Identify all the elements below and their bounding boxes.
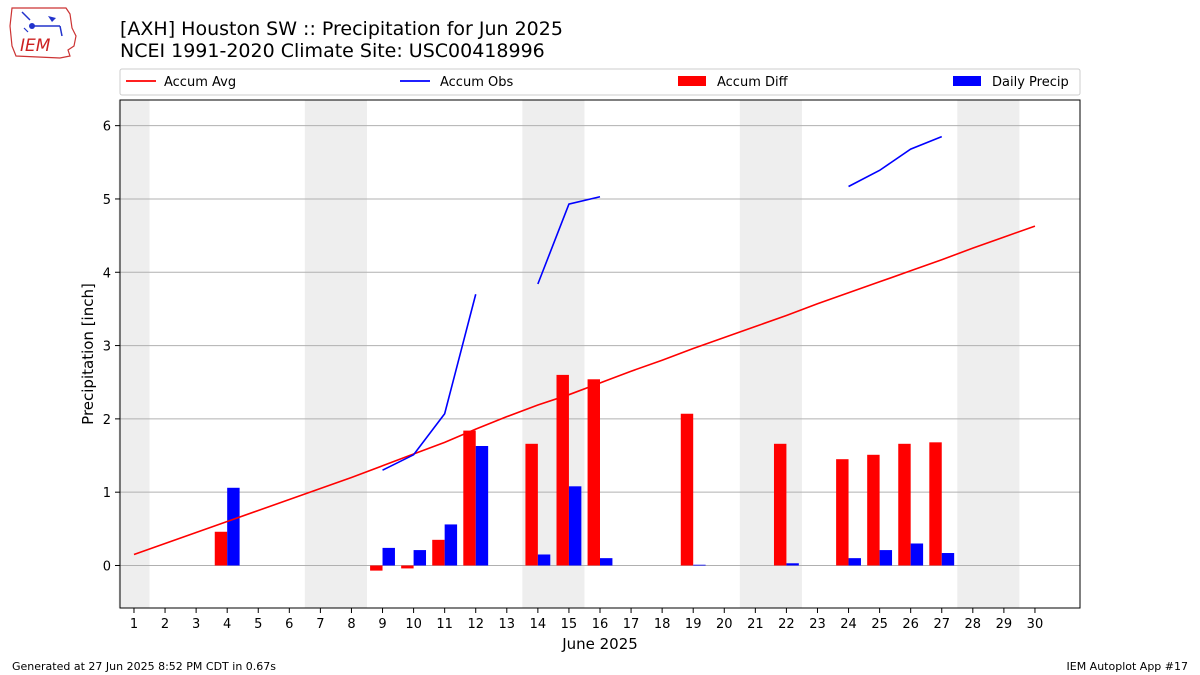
bar-accum-diff-day-24 [836, 459, 849, 566]
weekend-bands [118, 100, 1020, 608]
bar-accum-diff-day-27 [929, 442, 942, 566]
legend-item-daily-precip: Daily Precip [953, 75, 1069, 90]
x-tick-label-11: 11 [436, 617, 453, 632]
x-tick-label-28: 28 [965, 617, 982, 632]
bar-accum-diff-day-9 [370, 565, 383, 571]
x-tick-label-21: 21 [747, 617, 764, 632]
bar-daily-precip-day-4 [227, 487, 240, 566]
x-tick-label-25: 25 [871, 617, 888, 632]
x-tick-label-23: 23 [809, 617, 826, 632]
x-tick-label-8: 8 [347, 617, 355, 632]
bar-series [214, 374, 955, 571]
x-tick-label-16: 16 [592, 617, 609, 632]
bar-accum-diff-day-10 [401, 565, 414, 569]
y-tick-label-6: 6 [103, 120, 111, 135]
bar-accum-diff-day-16 [587, 379, 600, 566]
x-tick-label-4: 4 [223, 617, 231, 632]
line-series [133, 135, 1036, 556]
legend-item-accum-obs: Accum Obs [400, 75, 513, 90]
y-tick-label-1: 1 [103, 486, 111, 501]
bar-accum-diff-day-12 [463, 430, 476, 566]
x-tick-label-9: 9 [378, 617, 386, 632]
generated-timestamp: Generated at 27 Jun 2025 8:52 PM CDT in … [12, 660, 277, 673]
x-axis-ticks: 1 2 3 4 5 6 7 8 9 10 11 12 13 14 15 16 17 18 19 20 21 22 23 24 2… [130, 608, 1043, 632]
x-tick-label-24: 24 [840, 617, 857, 632]
x-tick-label-5: 5 [254, 617, 262, 632]
line-accum-obs-segment-2 [848, 135, 943, 188]
x-axis-label: June 2025 [561, 635, 638, 653]
x-tick-label-7: 7 [316, 617, 324, 632]
y-axis-label: Precipitation [inch] [79, 283, 97, 425]
legend-swatch-accum-diff [678, 76, 706, 86]
y-tick-label-0: 0 [103, 559, 111, 574]
bar-daily-precip-day-24 [848, 558, 861, 566]
bar-accum-diff-day-19 [680, 413, 694, 566]
bar-daily-precip-day-11 [444, 524, 458, 566]
bar-daily-precip-day-15 [568, 486, 582, 566]
x-tick-label-14: 14 [530, 617, 547, 632]
chart-subtitle: NCEI 1991-2020 Climate Site: USC00418996 [120, 40, 545, 62]
y-tick-label-2: 2 [103, 413, 111, 428]
x-tick-label-3: 3 [192, 617, 200, 632]
bar-daily-precip-day-14 [537, 554, 551, 566]
x-tick-label-1: 1 [130, 617, 138, 632]
bar-daily-precip-day-12 [475, 445, 489, 566]
weekend-band-3 [739, 100, 802, 608]
weekend-band-0 [118, 100, 150, 608]
x-tick-label-2: 2 [161, 617, 169, 632]
x-tick-label-20: 20 [716, 617, 733, 632]
bar-accum-diff-day-25 [867, 454, 880, 566]
bar-daily-precip-day-19 [693, 564, 706, 566]
legend-label-accum-obs: Accum Obs [440, 75, 513, 90]
bar-accum-diff-day-22 [773, 443, 787, 566]
legend-swatch-daily-precip [953, 76, 981, 86]
legend: Accum Avg Accum Obs Accum Diff Daily Pre… [119, 68, 1081, 96]
legend-label-daily-precip: Daily Precip [992, 75, 1069, 90]
line-accum-obs-segment-0 [382, 294, 477, 471]
weekend-band-4 [957, 100, 1020, 608]
x-tick-label-29: 29 [996, 617, 1013, 632]
x-tick-label-15: 15 [561, 617, 578, 632]
bar-daily-precip-day-22 [786, 563, 799, 566]
legend-item-accum-avg: Accum Avg [126, 75, 236, 90]
bar-accum-diff-day-15 [556, 374, 569, 566]
bar-daily-precip-day-27 [941, 553, 955, 566]
bar-daily-precip-day-10 [413, 550, 427, 566]
bar-accum-diff-day-4 [214, 531, 228, 566]
x-tick-label-19: 19 [685, 617, 702, 632]
line-accum-obs-segment-1 [537, 195, 601, 285]
x-tick-label-18: 18 [654, 617, 671, 632]
x-tick-label-27: 27 [933, 617, 950, 632]
app-credit: IEM Autoplot App #17 [1066, 660, 1189, 673]
x-tick-label-22: 22 [778, 617, 795, 632]
bar-accum-diff-day-14 [525, 443, 538, 566]
y-axis-ticks: 0 1 2 3 4 5 6 [103, 120, 120, 574]
bar-daily-precip-day-25 [879, 550, 893, 566]
bar-daily-precip-day-16 [600, 558, 613, 566]
bar-accum-diff-day-11 [432, 539, 445, 566]
x-tick-label-13: 13 [499, 617, 516, 632]
y-tick-label-4: 4 [103, 266, 111, 281]
x-tick-label-30: 30 [1027, 617, 1044, 632]
bar-accum-diff-day-26 [898, 443, 911, 566]
legend-box [119, 68, 1081, 96]
iem-logo: IEM [8, 6, 80, 60]
legend-label-accum-diff: Accum Diff [717, 75, 789, 90]
bar-daily-precip-day-9 [382, 547, 395, 566]
legend-item-accum-diff: Accum Diff [678, 75, 789, 90]
legend-label-accum-avg: Accum Avg [164, 75, 236, 90]
bar-daily-precip-day-26 [910, 543, 924, 566]
x-tick-label-12: 12 [467, 617, 484, 632]
x-tick-label-6: 6 [285, 617, 293, 632]
chart-title: [AXH] Houston SW :: Precipitation for Ju… [120, 18, 563, 40]
y-tick-label-3: 3 [103, 340, 111, 355]
y-tick-label-5: 5 [103, 193, 111, 208]
logo-text: IEM [20, 36, 51, 56]
x-tick-label-10: 10 [405, 617, 422, 632]
x-tick-label-17: 17 [623, 617, 640, 632]
weekend-band-1 [304, 100, 367, 608]
x-tick-label-26: 26 [902, 617, 919, 632]
line-accum-avg-segment-0 [133, 225, 1036, 556]
